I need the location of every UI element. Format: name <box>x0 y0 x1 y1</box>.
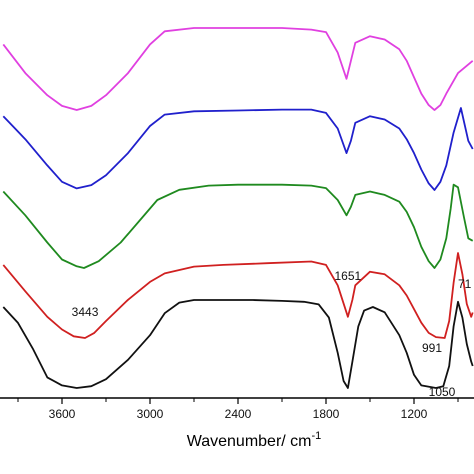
x-tick-layer: 3600 3000 2400 1800 1200 <box>17 398 459 421</box>
x-tick-label: 3000 <box>137 407 164 421</box>
x-tick-label: 2400 <box>225 407 252 421</box>
peak-annotation-991: 991 <box>422 341 442 355</box>
x-tick-label: 1800 <box>313 407 340 421</box>
spectrum-line-2 <box>2 107 474 191</box>
x-axis-label-text: Wavenumber/ cm <box>187 433 312 450</box>
spectrum-line-5 <box>2 299 474 389</box>
peak-annotation-1651: 1651 <box>335 269 362 283</box>
spectrum-line-3 <box>2 183 474 269</box>
spectrum-line-1 <box>2 27 474 111</box>
x-axis-label: Wavenumber/ cm-1 <box>187 430 322 450</box>
x-tick-label: 3600 <box>49 407 76 421</box>
peak-annotation-3443: 3443 <box>72 305 99 319</box>
x-axis-label-superscript: -1 <box>312 430 322 442</box>
series-layer <box>2 27 474 389</box>
peak-annotation-71: 71 <box>458 277 472 291</box>
peak-annotation-1050: 1050 <box>429 385 456 399</box>
x-tick-label: 1200 <box>401 407 428 421</box>
annotation-layer: 3443 1651 991 1050 71 <box>72 269 472 399</box>
spectrum-line-4 <box>2 252 474 339</box>
